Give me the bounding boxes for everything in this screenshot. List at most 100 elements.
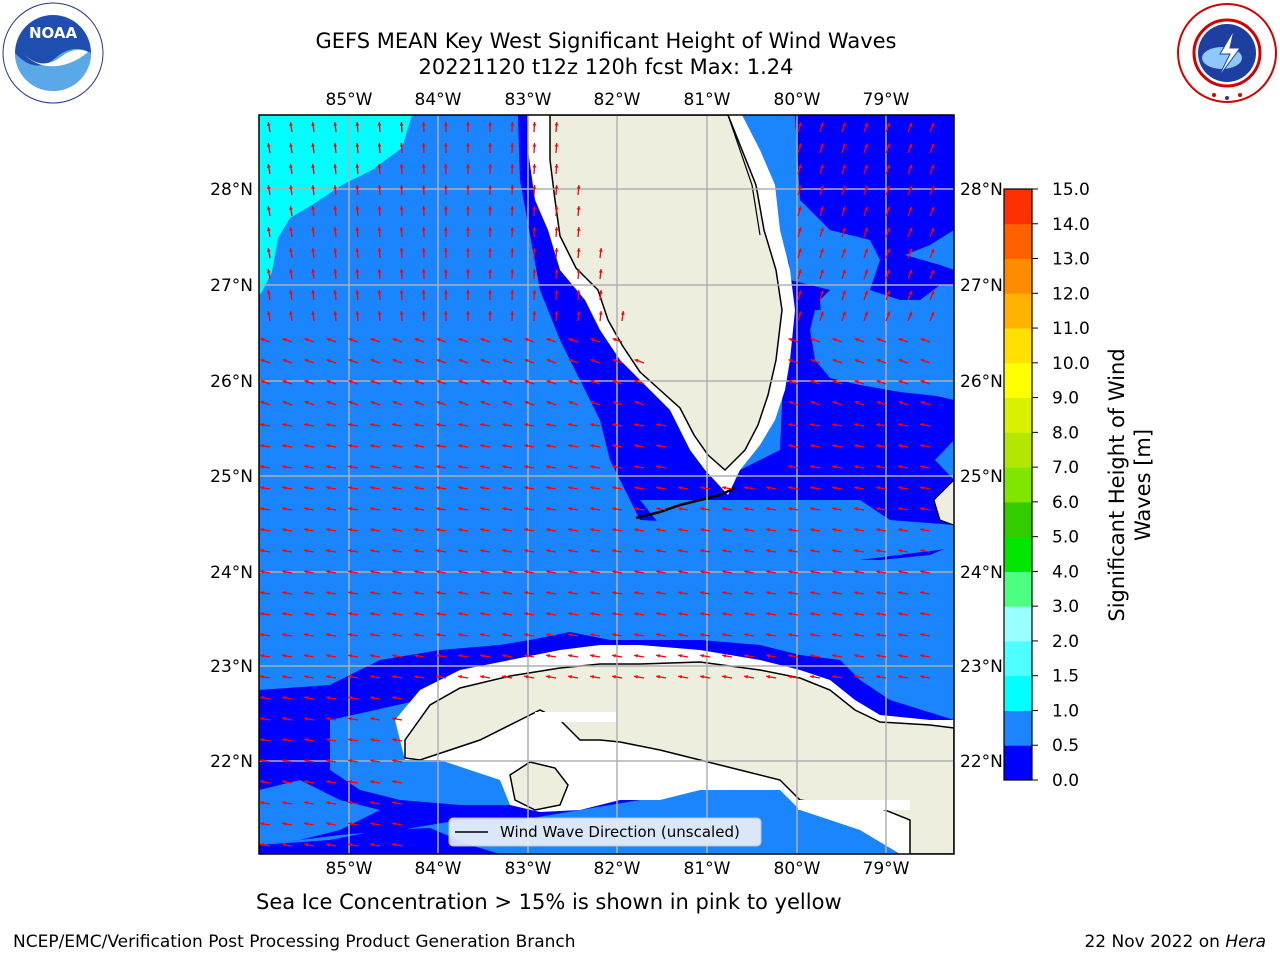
wave-arrow-head	[590, 464, 594, 469]
wave-arrow-head	[810, 464, 814, 469]
wave-arrow-head	[311, 185, 316, 189]
wave-arrow-head	[502, 443, 506, 448]
wave-arrow-head	[744, 527, 748, 532]
wave-arrow-head	[399, 206, 404, 210]
wave-arrow-head	[612, 569, 616, 574]
wave-arrow-head	[612, 506, 616, 511]
wave-arrow-head	[304, 400, 309, 405]
wave-arrow-head	[864, 290, 868, 295]
wave-arrow-head	[333, 185, 338, 189]
wave-arrow-head	[502, 674, 506, 679]
colorbar-swatch	[1004, 397, 1032, 433]
wave-arrow-head	[392, 695, 396, 700]
wave-arrow-head	[810, 632, 814, 637]
wave-arrow-head	[930, 290, 935, 295]
wave-arrow-head	[590, 632, 594, 637]
wave-arrow-head	[488, 143, 493, 147]
wave-arrow-head	[377, 185, 382, 189]
wave-arrow-head	[414, 611, 418, 616]
wave-arrow-head	[876, 569, 880, 574]
wave-arrow-head	[788, 569, 792, 574]
wave-arrow-head	[443, 227, 448, 231]
wave-arrow-head	[700, 506, 704, 511]
wave-arrow-head	[766, 632, 770, 637]
wave-arrow-head	[282, 737, 286, 742]
wave-arrow-head	[876, 379, 881, 384]
wave-arrow-head	[266, 122, 271, 126]
wave-arrow-head	[260, 779, 264, 784]
wave-arrow-head	[414, 674, 418, 679]
wave-arrow-head	[421, 227, 426, 231]
wave-arrow-head	[832, 548, 836, 553]
wave-arrow-head	[524, 527, 528, 532]
wave-arrow-head	[370, 485, 374, 490]
colorbar-swatch	[1004, 640, 1032, 677]
wave-arrow-head	[788, 653, 792, 658]
wave-arrow-head	[488, 185, 493, 189]
wave-arrow-head	[797, 227, 802, 232]
wave-arrow-head	[634, 527, 638, 532]
wave-arrow-head	[820, 227, 824, 232]
wave-arrow-head	[612, 611, 616, 616]
wave-arrow-head	[788, 379, 793, 384]
wave-arrow-head	[930, 269, 935, 274]
wave-arrow-head	[260, 590, 264, 595]
wave-arrow-head	[392, 632, 396, 637]
wave-arrow-head	[842, 143, 846, 148]
wave-arrow-head	[304, 464, 308, 469]
wave-arrow-head	[842, 311, 846, 316]
wave-arrow-head	[392, 800, 396, 805]
wave-arrow-head	[414, 400, 419, 405]
wave-arrow-head	[502, 653, 506, 658]
wave-arrow-head	[576, 311, 581, 315]
wave-arrow-head	[766, 548, 770, 553]
wave-arrow-head	[842, 206, 846, 211]
wave-arrow-head	[854, 611, 858, 616]
wave-arrow-head	[876, 422, 880, 427]
wave-arrow-head	[502, 358, 507, 363]
wave-arrow-head	[612, 653, 616, 658]
wave-arrow-head	[399, 290, 404, 294]
wave-arrow-head	[266, 290, 271, 294]
lon-label-top: 82°W	[594, 90, 641, 110]
wave-arrow-head	[502, 611, 506, 616]
colorbar-tick-label: 0.0	[1052, 771, 1079, 791]
wave-arrow-head	[590, 443, 594, 448]
wave-arrow-head	[282, 485, 286, 490]
wave-arrow-head	[810, 422, 814, 427]
wave-arrow-head	[744, 632, 748, 637]
wave-arrow-head	[326, 569, 330, 574]
wave-arrow-head	[436, 674, 440, 679]
wave-arrow-head	[480, 674, 484, 679]
wave-arrow-head	[392, 443, 396, 448]
wave-arrow-head	[377, 164, 382, 168]
wave-arrow-head	[260, 800, 264, 805]
wave-arrow-head	[598, 269, 603, 273]
wave-arrow-head	[744, 548, 748, 553]
wave-arrow-head	[766, 506, 770, 511]
wave-arrow-head	[876, 400, 881, 405]
colorbar-label-line2: Waves [m]	[1131, 429, 1155, 541]
colorbar-swatch	[1004, 432, 1032, 468]
wave-arrow-head	[436, 590, 440, 595]
florida-keys	[635, 486, 736, 520]
wave-arrow-head	[348, 821, 352, 826]
map-area	[259, 115, 954, 854]
wave-arrow-head	[854, 653, 858, 658]
wave-arrow-head	[392, 758, 396, 763]
wave-arrow-head	[678, 611, 682, 616]
wave-arrow-head	[392, 590, 396, 595]
wave-arrow-head	[788, 506, 792, 511]
wave-arrow-head	[722, 674, 726, 679]
wave-arrow-head	[886, 206, 891, 211]
wave-arrow-head	[634, 358, 639, 363]
wave-arrow-head	[920, 569, 924, 574]
wave-arrow-head	[414, 506, 418, 511]
wave-arrow-head	[502, 379, 507, 384]
wave-arrow-head	[260, 674, 264, 679]
wave-arrow-head	[488, 248, 493, 252]
wave-arrow-head	[656, 611, 660, 616]
wave-arrow-head	[854, 527, 858, 532]
wave-arrow-head	[576, 227, 581, 231]
wave-arrow-head	[304, 632, 308, 637]
